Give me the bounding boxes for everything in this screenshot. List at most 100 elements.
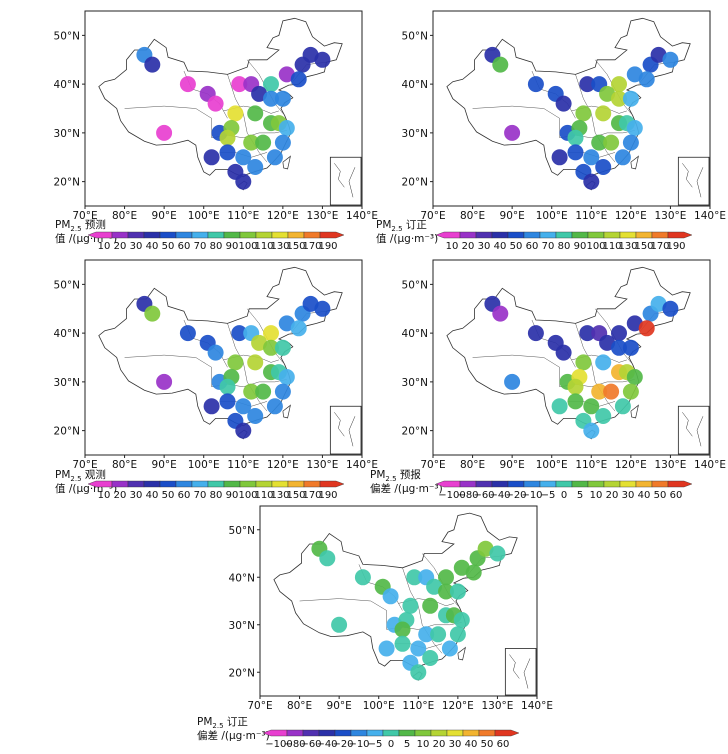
station-marker [278,120,295,136]
station-marker [527,325,544,342]
lon-tick-label: 100°E [188,210,220,222]
lon-tick-label: 90°E [500,459,525,471]
station-marker [422,597,439,614]
station-marker [418,626,435,643]
station-marker [314,51,331,68]
lat-tick-label: 20°N [402,426,428,438]
station-marker [219,129,236,146]
colorbar-label: 10 [446,241,459,252]
lon-tick-label: 90°E [327,700,352,712]
colorbar-label: 130 [618,241,637,252]
station-marker [179,325,196,342]
station-marker [314,300,331,317]
inset-coastline [334,163,345,188]
colorbar-label: 40 [638,490,651,501]
colorbar-label: 90 [226,490,239,501]
colorbar-segment [446,729,464,737]
colorbar-segment [319,231,345,239]
lat-tick-label: 50°N [229,525,255,537]
colorbar-segment [587,231,605,239]
station-marker [489,545,506,562]
colorbar-segment [587,480,605,488]
station-marker [235,398,252,415]
colorbar-label: 170 [302,490,321,501]
station-marker [595,105,612,122]
colorbar-label: 5 [404,739,410,750]
colorbar-segment [462,729,480,737]
station-marker [611,339,627,356]
colorbar-segment [159,480,177,488]
lon-tick-label: 140°E [346,459,378,471]
lat-tick-label: 40°N [54,79,80,91]
lon-tick-label: 70°E [420,210,445,222]
station-marker [583,398,600,415]
lon-tick-label: 120°E [267,459,299,471]
colorbar-label: −10 [348,739,369,750]
colorbar-segment [651,231,669,239]
station-marker [453,612,470,628]
station-marker [394,621,411,638]
colorbar-segment [435,231,461,239]
colorbar-segment [127,231,145,239]
station-marker [266,149,283,166]
colorbar-label: 30 [130,241,143,252]
station-marker [622,339,639,356]
lon-tick-label: 130°E [306,210,338,222]
colorbar-caption-line2: 值 /(μg·m⁻³) [376,232,438,245]
station-marker [662,300,679,317]
station-marker [579,76,596,93]
colorbar-segment [350,729,368,737]
lon-tick-label: 140°E [521,700,553,712]
colorbar-label: 30 [478,241,491,252]
station-marker [583,173,600,190]
colorbar-segment [271,231,289,239]
lon-tick-label: 110°E [575,459,607,471]
lon-tick-label: 140°E [694,459,726,471]
station-marker [603,134,620,151]
island-outline [457,646,466,661]
colorbar-segment [127,480,145,488]
colorbar-segment [175,231,193,239]
colorbar-label: 150 [634,241,653,252]
colorbar-label: 130 [270,241,289,252]
station-marker [263,90,279,107]
lat-tick-label: 20°N [54,177,80,189]
inset-coastline [509,654,520,679]
colorbar-label: 20 [433,739,446,750]
colorbar-label: 70 [542,241,555,252]
station-marker [274,383,291,400]
station-marker [438,569,454,586]
station-marker [274,339,291,356]
colorbar-label: 0 [388,739,394,750]
inset-coastline [523,658,531,689]
south-china-sea-inset [329,405,362,455]
station-marker [611,90,627,107]
colorbar-label: 70 [194,490,207,501]
station-marker [263,325,279,342]
lon-tick-label: 100°E [536,210,568,222]
station-marker [595,354,612,371]
lat-tick-label: 30°N [402,377,428,389]
station-marker [614,398,631,415]
colorbar-label: 190 [318,490,337,501]
lat-tick-label: 40°N [402,79,428,91]
colorbar-segment [303,480,321,488]
station-marker [551,149,568,166]
colorbar-segment [491,480,509,488]
lon-tick-label: 140°E [694,210,726,222]
lat-tick-label: 20°N [54,426,80,438]
inset-coastline [696,167,704,198]
lon-tick-label: 80°E [112,210,137,222]
colorbar-label: 100 [238,241,257,252]
station-marker [626,369,643,385]
station-marker [465,564,482,581]
station-marker [595,408,612,424]
station-marker [611,76,627,93]
lon-tick-label: 100°E [363,700,395,712]
colorbar-label: 40 [494,241,507,252]
colorbar-label: 10 [98,490,111,501]
colorbar-label: −100 [265,739,292,750]
colorbar-segment [287,480,305,488]
lat-tick-label: 40°N [229,572,255,584]
colorbar-label: −5 [368,739,383,750]
